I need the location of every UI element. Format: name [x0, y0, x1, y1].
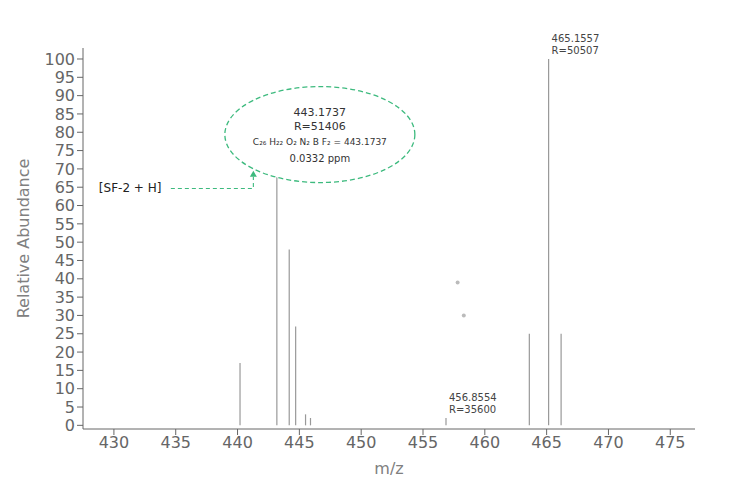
svg-text:430: 430: [99, 433, 130, 452]
svg-text:0.0332 ppm: 0.0332 ppm: [290, 153, 351, 164]
svg-text:15: 15: [55, 361, 75, 380]
svg-text:Relative Abundance: Relative Abundance: [14, 159, 33, 319]
svg-text:R=50507: R=50507: [552, 45, 599, 56]
svg-text:65: 65: [55, 178, 75, 197]
svg-text:25: 25: [55, 324, 75, 343]
svg-text:40: 40: [55, 269, 75, 288]
svg-text:50: 50: [55, 233, 75, 252]
svg-text:35: 35: [55, 288, 75, 307]
svg-text:R=51406: R=51406: [294, 120, 346, 133]
svg-text:443.1737: 443.1737: [294, 106, 347, 119]
svg-text:30: 30: [55, 306, 75, 325]
svg-text:[SF-2 + H]: [SF-2 + H]: [99, 181, 162, 195]
svg-text:470: 470: [593, 433, 624, 452]
svg-text:435: 435: [160, 433, 191, 452]
svg-text:m/z: m/z: [374, 459, 403, 478]
svg-text:450: 450: [346, 433, 377, 452]
svg-text:445: 445: [284, 433, 315, 452]
svg-text:10: 10: [55, 379, 75, 398]
svg-text:456.8554: 456.8554: [449, 392, 497, 403]
svg-text:60: 60: [55, 196, 75, 215]
svg-text:475: 475: [655, 433, 686, 452]
svg-text:R=35600: R=35600: [449, 404, 496, 415]
svg-text:45: 45: [55, 251, 75, 270]
svg-text:70: 70: [55, 160, 75, 179]
svg-text:460: 460: [470, 433, 501, 452]
svg-text:55: 55: [55, 215, 75, 234]
svg-text:80: 80: [55, 123, 75, 142]
svg-text:C₂₆ H₂₂ O₂ N₂ B F₂ = 443.1737: C₂₆ H₂₂ O₂ N₂ B F₂ = 443.1737: [253, 137, 387, 147]
svg-text:455: 455: [408, 433, 439, 452]
svg-text:85: 85: [55, 105, 75, 124]
svg-text:75: 75: [55, 141, 75, 160]
svg-text:5: 5: [65, 398, 75, 417]
svg-text:465.1557: 465.1557: [552, 33, 600, 44]
svg-text:95: 95: [55, 68, 75, 87]
svg-text:440: 440: [222, 433, 253, 452]
svg-text:90: 90: [55, 86, 75, 105]
svg-text:100: 100: [44, 50, 75, 69]
svg-text:0: 0: [65, 416, 75, 435]
svg-text:20: 20: [55, 343, 75, 362]
svg-text:465: 465: [531, 433, 562, 452]
